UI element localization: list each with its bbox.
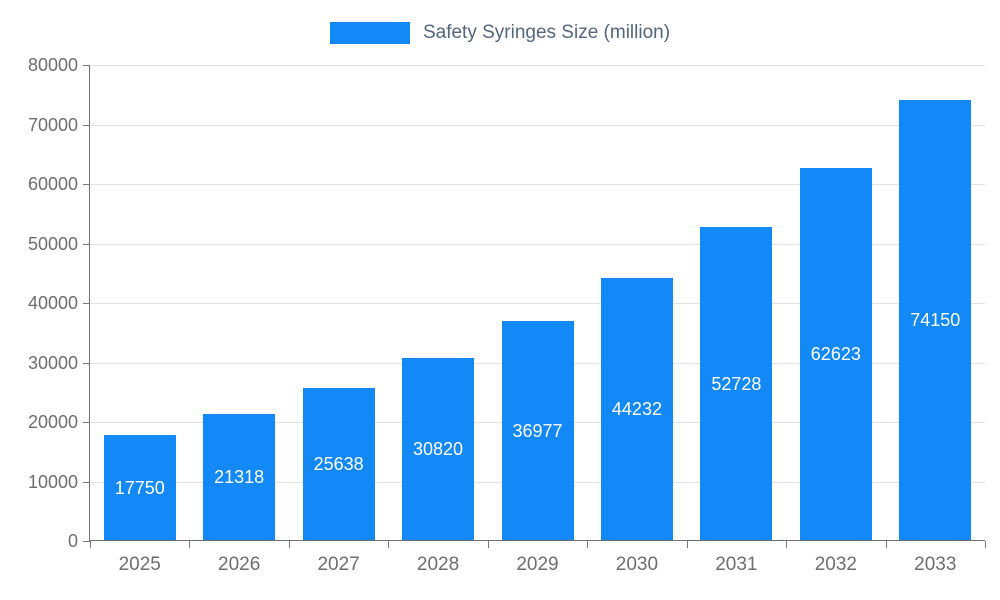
x-axis-label: 2032 [814,554,857,575]
y-axis-label: 70000 [27,114,78,135]
gridline [90,124,985,126]
x-axis-label: 2031 [715,554,758,575]
bar-value-label: 44232 [611,398,662,419]
x-axis-tick [885,541,887,548]
bar[interactable]: 17750 [103,435,176,541]
x-axis-tick [487,541,489,548]
y-axis-label: 40000 [27,293,78,313]
bar[interactable]: 44232 [600,277,673,541]
bar[interactable]: 25638 [302,388,375,541]
x-axis-label: 2025 [118,554,161,575]
plot-area: 0 10000 20000 30000 40000 50000 60000 70000 8000… [28,55,986,575]
bar[interactable]: 36977 [501,321,574,541]
bar-value-label: 62623 [810,344,861,365]
x-axis-tick [587,541,589,548]
bar-value-label: 52728 [711,373,762,394]
x-axis-label: 2027 [317,554,360,575]
gridline [90,303,985,304]
gridline [90,65,985,66]
x-axis-tick [786,541,788,548]
legend-swatch [329,22,410,44]
y-axis-tick [83,124,90,126]
y-axis-label: 60000 [27,174,78,194]
bar-value-label: 36977 [512,420,563,441]
bar[interactable]: 62623 [799,168,872,541]
y-axis-tick [83,65,90,66]
bar[interactable]: 74150 [899,99,972,541]
legend-label: Safety Syringes Size (million) [422,22,671,43]
x-axis-tick [686,541,688,548]
y-axis-label: 20000 [27,412,78,432]
y-axis-line [89,65,90,541]
bar-value-label: 21318 [214,467,265,488]
x-axis-tick [90,541,91,548]
y-axis-tick [83,481,90,483]
y-axis-label: 10000 [27,471,78,492]
y-axis-label: 30000 [27,352,78,373]
gridline [90,184,985,185]
y-axis-label: 50000 [27,233,78,254]
y-axis-label: 80000 [27,55,78,75]
x-axis-label: 2029 [516,554,559,575]
x-axis-tick [388,541,390,548]
x-axis-label: 2026 [218,554,261,575]
y-axis-tick [83,422,90,423]
x-axis-label: 2033 [914,554,957,575]
x-axis-tick [189,541,191,548]
x-axis-label: 2030 [615,554,659,575]
x-axis-line [89,540,985,541]
bar[interactable]: 30820 [402,357,475,541]
y-axis-tick [83,541,90,542]
y-axis-label: 0 [67,531,78,551]
y-axis-tick [83,303,90,304]
bar-value-label: 25638 [313,454,364,475]
y-axis-tick [83,184,90,185]
x-axis-tick [985,541,986,548]
gridline [90,243,985,245]
bar[interactable]: 21318 [203,414,276,541]
x-axis-tick [288,541,290,548]
legend[interactable]: Safety Syringes Size (million) [0,21,1000,45]
y-axis-tick [83,362,90,364]
bar-value-label: 17750 [114,477,165,498]
bar-value-label: 74150 [910,309,961,330]
x-axis-label: 2028 [416,554,460,575]
bar[interactable]: 52728 [700,227,773,541]
bar-value-label: 30820 [413,438,464,459]
y-axis-tick [83,243,90,245]
